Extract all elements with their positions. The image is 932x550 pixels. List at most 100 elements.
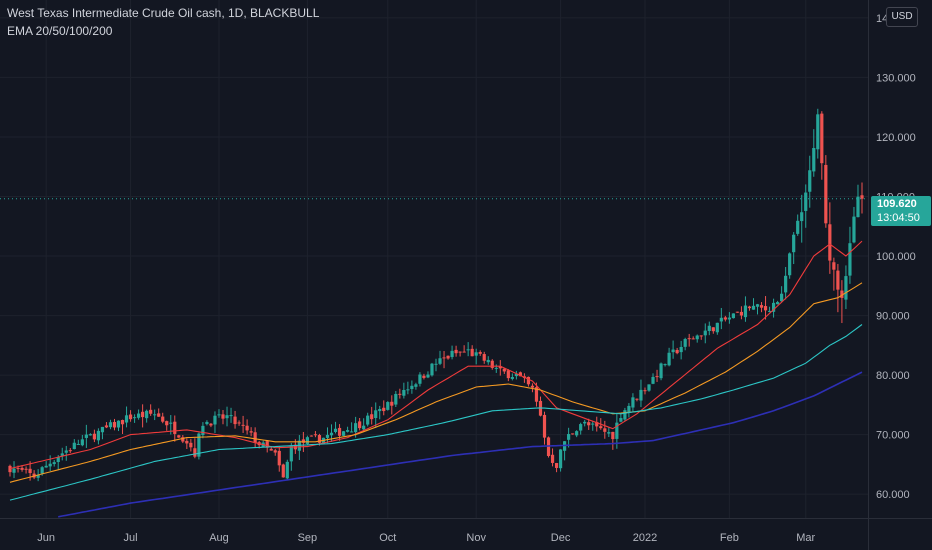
candle-body bbox=[643, 390, 647, 392]
candle-body bbox=[305, 437, 309, 444]
candle-body bbox=[414, 384, 418, 387]
candle-body bbox=[474, 352, 478, 356]
candle-body bbox=[466, 349, 470, 351]
y-tick-label: 100.000 bbox=[876, 251, 916, 263]
candle-body bbox=[663, 364, 667, 366]
candle-body bbox=[550, 454, 555, 463]
candle-body bbox=[426, 374, 430, 378]
candle-body bbox=[36, 474, 40, 478]
candle-body bbox=[92, 433, 96, 440]
candle-body bbox=[739, 311, 744, 316]
candle-body bbox=[24, 468, 28, 470]
y-tick-label: 70.000 bbox=[876, 430, 910, 442]
candle-body bbox=[832, 262, 836, 270]
candle-body bbox=[579, 424, 583, 431]
candle-body bbox=[289, 445, 293, 462]
candle-body bbox=[394, 393, 398, 405]
candle-body bbox=[185, 440, 189, 444]
candle-body bbox=[189, 442, 193, 448]
candle-body bbox=[571, 433, 575, 435]
candle-body bbox=[751, 305, 756, 310]
candle-body bbox=[530, 385, 535, 388]
candle-body bbox=[828, 224, 832, 261]
candle-body bbox=[763, 306, 768, 311]
candle-body bbox=[96, 430, 101, 441]
x-tick-label: Aug bbox=[209, 532, 229, 544]
candle-body bbox=[498, 366, 502, 369]
candle-body bbox=[128, 414, 133, 420]
currency-button[interactable]: USD bbox=[886, 7, 918, 27]
candle-body bbox=[301, 439, 305, 443]
candle-body bbox=[16, 468, 20, 470]
candle-body bbox=[856, 196, 860, 218]
candle-body bbox=[181, 437, 185, 442]
candle-body bbox=[378, 409, 382, 412]
candle-body bbox=[494, 367, 498, 369]
candle-body bbox=[124, 415, 129, 423]
candle-body bbox=[341, 431, 346, 436]
candle-body bbox=[201, 425, 205, 436]
candle-body bbox=[141, 411, 145, 418]
candle-body bbox=[607, 432, 611, 434]
candle-body bbox=[771, 302, 776, 312]
candle-body bbox=[482, 354, 486, 361]
candle-body bbox=[273, 450, 277, 453]
candle-body bbox=[249, 431, 253, 433]
candle-body bbox=[382, 407, 386, 412]
candle-body bbox=[197, 433, 201, 457]
candle-body bbox=[506, 370, 510, 379]
x-tick-label: Oct bbox=[379, 532, 396, 544]
candle-body bbox=[362, 425, 366, 430]
candle-body bbox=[28, 468, 32, 474]
candle-body bbox=[490, 360, 494, 368]
candle-body bbox=[104, 425, 109, 428]
candle-body bbox=[325, 434, 330, 438]
candle-body bbox=[120, 420, 125, 425]
y-tick-label: 130.000 bbox=[876, 72, 916, 84]
candle-body bbox=[731, 313, 735, 319]
candle-body bbox=[759, 305, 764, 308]
y-tick-label: 90.000 bbox=[876, 311, 910, 323]
candle-body bbox=[727, 317, 731, 320]
candle-body bbox=[253, 432, 257, 443]
x-tick-label: Sep bbox=[298, 532, 318, 544]
candle-body bbox=[169, 422, 173, 424]
candle-body bbox=[510, 377, 514, 379]
candle-body bbox=[422, 375, 426, 378]
candle-body bbox=[470, 348, 474, 357]
candle-body bbox=[285, 461, 289, 479]
candle-body bbox=[671, 349, 675, 353]
candle-body bbox=[48, 463, 52, 467]
candle-body bbox=[132, 417, 137, 419]
candle-body bbox=[800, 212, 804, 222]
candle-body bbox=[860, 195, 864, 199]
candle-body bbox=[587, 422, 591, 426]
candle-body bbox=[161, 416, 165, 422]
candle-body bbox=[687, 338, 691, 340]
x-tick-label: Jun bbox=[37, 532, 55, 544]
candle-body bbox=[454, 349, 458, 354]
candle-body bbox=[784, 275, 788, 293]
candle-body bbox=[446, 355, 450, 359]
candle-body bbox=[840, 290, 844, 298]
candle-body bbox=[64, 450, 68, 453]
candle-body bbox=[796, 220, 800, 234]
candle-body bbox=[792, 234, 796, 253]
candle-body bbox=[265, 441, 269, 448]
candle-body bbox=[836, 270, 840, 290]
ema-line-ema100 bbox=[9, 324, 863, 501]
candle-body bbox=[137, 413, 141, 418]
candle-body bbox=[217, 414, 221, 416]
x-tick-label: Nov bbox=[466, 532, 486, 544]
candle-body bbox=[313, 434, 318, 436]
indicator-legend[interactable]: EMA 20/50/100/200 bbox=[7, 24, 113, 38]
y-tick-label: 120.000 bbox=[876, 132, 916, 144]
candle-body bbox=[723, 317, 727, 320]
candle-body bbox=[703, 330, 707, 336]
candle-body bbox=[229, 415, 233, 417]
candle-body bbox=[52, 462, 56, 465]
candle-body bbox=[711, 327, 715, 332]
candle-body bbox=[116, 420, 121, 428]
